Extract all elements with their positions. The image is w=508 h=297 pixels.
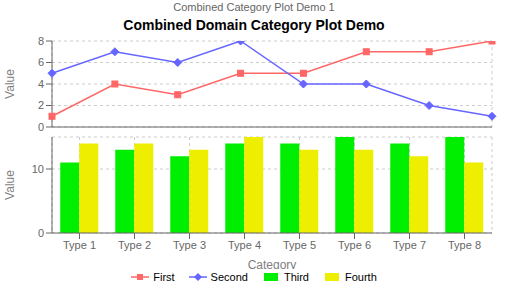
svg-text:Value: Value xyxy=(8,69,17,99)
html-text:Second: Second xyxy=(210,271,248,283)
html-text:First: First xyxy=(153,271,175,283)
svg-text:4: 4 xyxy=(38,78,44,90)
svg-text:Type 7: Type 7 xyxy=(393,239,426,251)
svg-text:Type 8: Type 8 xyxy=(448,239,481,251)
html-text:Fourth: Fourth xyxy=(345,271,377,283)
html-text:Combined Domain Category Plot: Combined Domain Category Plot Demo xyxy=(123,17,385,33)
svg-text:8: 8 xyxy=(38,35,44,47)
svg-text:Type 5: Type 5 xyxy=(283,239,316,251)
svg-text:Type 6: Type 6 xyxy=(338,239,371,251)
svg-text:6: 6 xyxy=(38,56,44,68)
svg-text:0: 0 xyxy=(38,227,44,239)
svg-text:Type 1: Type 1 xyxy=(63,239,96,251)
svg-text:Type 4: Type 4 xyxy=(228,239,261,251)
svg-text:10: 10 xyxy=(32,163,44,175)
svg-text:Type 2: Type 2 xyxy=(118,239,151,251)
svg-text:2: 2 xyxy=(38,99,44,111)
html-text:Combined Category Plot Demo 1: Combined Category Plot Demo 1 xyxy=(173,1,335,13)
svg-text:Type 3: Type 3 xyxy=(173,239,206,251)
svg-text:Value: Value xyxy=(8,170,17,200)
svg-text:Category: Category xyxy=(248,258,297,269)
html-text:Third: Third xyxy=(283,271,309,283)
svg-text:0: 0 xyxy=(38,121,44,131)
